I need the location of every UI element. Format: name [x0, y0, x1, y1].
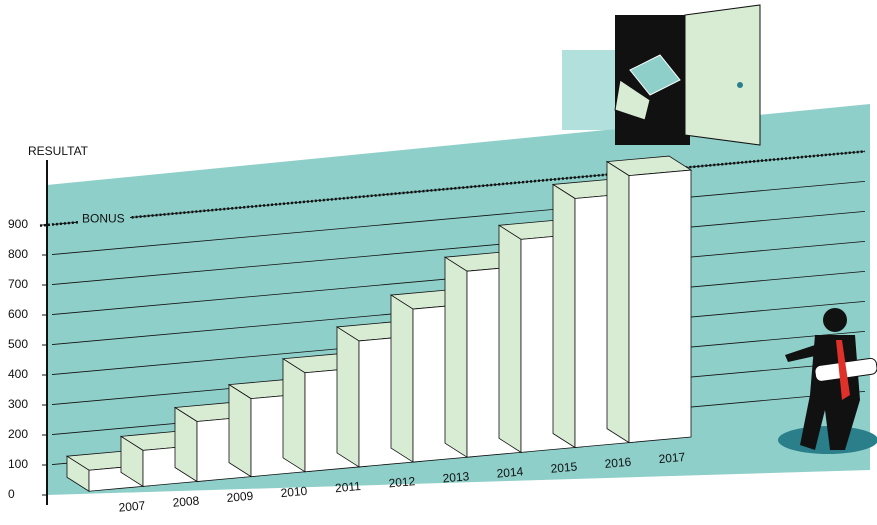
y-tick-label: 700 [8, 277, 28, 291]
y-tick-label: 300 [8, 397, 28, 411]
grid-line [51, 210, 866, 285]
x-tick-label: 2013 [442, 469, 470, 485]
bar-side [444, 256, 468, 458]
bar-side [606, 160, 630, 444]
bar-side [498, 224, 522, 454]
x-tick-label: 2014 [496, 464, 524, 480]
bar-side [336, 326, 360, 468]
y-tick-label: 900 [8, 217, 28, 231]
bar-side [552, 183, 576, 449]
y-tick-label: 0 [8, 487, 15, 501]
x-tick-label: 2015 [550, 459, 578, 475]
grid-line [51, 180, 866, 255]
bars [65, 155, 693, 492]
x-tick-label: 2017 [658, 450, 686, 466]
bonus-label-bg [78, 212, 130, 229]
y-axis-label: RESULTAT [28, 144, 89, 158]
x-tick-label: 2007 [118, 498, 146, 514]
x-tick-label: 2008 [172, 494, 200, 510]
bar [628, 169, 692, 444]
door-illustration [562, 4, 761, 146]
x-tick-label: 2010 [280, 484, 308, 500]
bar-side [282, 358, 306, 473]
bar-side [228, 383, 252, 478]
y-tick-label: 800 [8, 247, 28, 261]
y-tick-label: 100 [8, 457, 28, 471]
y-tick-label: 200 [8, 427, 28, 441]
x-tick-label: 2009 [226, 489, 254, 505]
man-illustration [778, 308, 877, 454]
y-tick-label: 600 [8, 307, 28, 321]
x-tick-label: 2016 [604, 455, 632, 471]
y-tick-label: 400 [8, 367, 28, 381]
bar-side [390, 294, 414, 463]
x-tick-label: 2011 [334, 479, 361, 495]
bonus-label: BONUS [82, 211, 125, 225]
y-tick-label: 500 [8, 337, 28, 351]
x-tick-label: 2012 [388, 474, 416, 490]
